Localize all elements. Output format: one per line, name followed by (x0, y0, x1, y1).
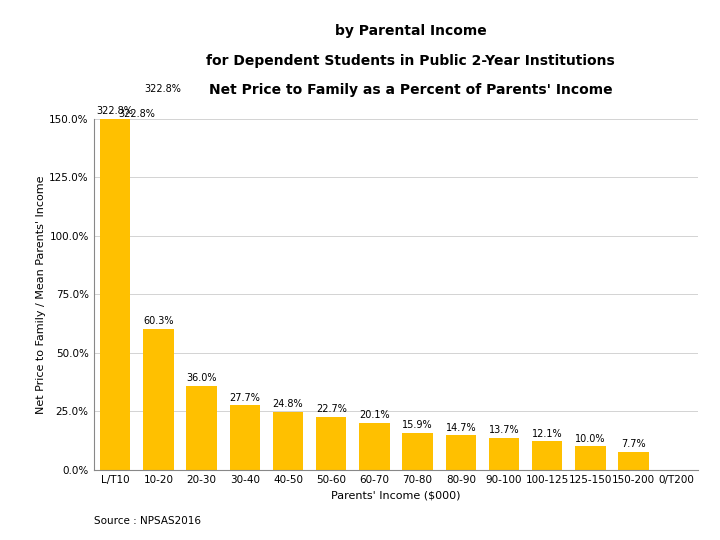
Text: 322.8%: 322.8% (96, 106, 134, 117)
Bar (359, 423, 390, 470)
Text: 322.8%: 322.8% (118, 109, 156, 119)
Bar (446, 435, 476, 470)
Bar (489, 438, 519, 470)
Text: 60.3%: 60.3% (143, 316, 174, 326)
Text: for Dependent Students in Public 2-Year Institutions: for Dependent Students in Public 2-Year … (206, 53, 615, 68)
Text: by Parental Income: by Parental Income (335, 24, 486, 38)
Text: 15.9%: 15.9% (402, 420, 433, 430)
Bar (273, 412, 303, 470)
Bar (100, 119, 130, 470)
Bar (230, 405, 260, 470)
Text: 13.7%: 13.7% (489, 426, 519, 435)
Bar (532, 442, 562, 470)
Y-axis label: Net Price to Family / Mean Parents' Income: Net Price to Family / Mean Parents' Inco… (36, 175, 46, 414)
Bar (186, 386, 217, 470)
Text: 7.7%: 7.7% (621, 440, 646, 449)
Bar (618, 452, 649, 470)
Bar (143, 329, 174, 470)
Bar (575, 447, 606, 470)
Text: Net Price to Family as a Percent of Parents' Income: Net Price to Family as a Percent of Pare… (209, 83, 612, 97)
Text: 27.7%: 27.7% (230, 393, 260, 403)
Text: 22.7%: 22.7% (316, 404, 346, 414)
Text: 14.7%: 14.7% (446, 423, 476, 433)
Text: Source : NPSAS2016: Source : NPSAS2016 (94, 516, 201, 526)
Text: 20.1%: 20.1% (359, 410, 390, 421)
Text: 10.0%: 10.0% (575, 434, 606, 444)
Bar (316, 417, 346, 470)
Text: 322.8%: 322.8% (144, 84, 181, 94)
Text: 24.8%: 24.8% (273, 400, 303, 409)
Bar (402, 433, 433, 470)
X-axis label: Parents' Income ($000): Parents' Income ($000) (331, 490, 461, 500)
Text: 36.0%: 36.0% (186, 373, 217, 383)
Text: 12.1%: 12.1% (532, 429, 562, 439)
